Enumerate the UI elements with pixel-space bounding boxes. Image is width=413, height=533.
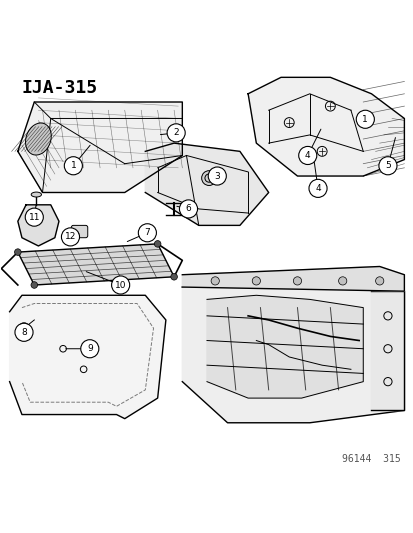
Circle shape: [171, 273, 177, 280]
Circle shape: [356, 110, 373, 128]
Circle shape: [308, 179, 326, 197]
Polygon shape: [206, 295, 362, 398]
Circle shape: [81, 340, 99, 358]
Text: 1: 1: [361, 115, 367, 124]
Circle shape: [138, 224, 156, 242]
Text: 2: 2: [173, 128, 178, 138]
Polygon shape: [182, 279, 404, 423]
Polygon shape: [18, 102, 182, 192]
Circle shape: [64, 157, 82, 175]
Circle shape: [375, 277, 383, 285]
Text: 9: 9: [87, 344, 93, 353]
Circle shape: [201, 171, 216, 185]
Circle shape: [179, 200, 197, 218]
Text: 3: 3: [214, 172, 220, 181]
Circle shape: [112, 276, 129, 294]
Circle shape: [378, 157, 396, 175]
Text: 4: 4: [314, 184, 320, 193]
Polygon shape: [18, 205, 59, 246]
Circle shape: [25, 208, 43, 226]
Circle shape: [338, 277, 346, 285]
Circle shape: [252, 277, 260, 285]
Polygon shape: [145, 143, 268, 225]
Text: 10: 10: [115, 280, 126, 289]
Text: 4: 4: [304, 151, 310, 160]
Ellipse shape: [26, 123, 51, 155]
Text: IJA-315: IJA-315: [22, 79, 98, 98]
Text: 96144  315: 96144 315: [341, 454, 399, 464]
Circle shape: [211, 277, 219, 285]
Polygon shape: [370, 291, 404, 410]
Ellipse shape: [31, 192, 41, 197]
Polygon shape: [18, 244, 174, 285]
Text: 6: 6: [185, 205, 191, 213]
Polygon shape: [9, 295, 166, 418]
Circle shape: [61, 228, 79, 246]
Circle shape: [298, 147, 316, 165]
Circle shape: [293, 277, 301, 285]
Circle shape: [167, 124, 185, 142]
Polygon shape: [182, 266, 404, 291]
FancyBboxPatch shape: [71, 225, 88, 238]
Text: 12: 12: [64, 232, 76, 241]
Text: 1: 1: [70, 161, 76, 170]
Text: 8: 8: [21, 328, 27, 337]
Circle shape: [154, 240, 161, 247]
Text: 11: 11: [28, 213, 40, 222]
Polygon shape: [247, 77, 404, 176]
Circle shape: [19, 323, 29, 334]
Circle shape: [31, 282, 38, 288]
Text: 7: 7: [144, 228, 150, 237]
Circle shape: [14, 249, 21, 255]
Circle shape: [208, 167, 226, 185]
Circle shape: [15, 323, 33, 341]
Text: 5: 5: [384, 161, 390, 170]
